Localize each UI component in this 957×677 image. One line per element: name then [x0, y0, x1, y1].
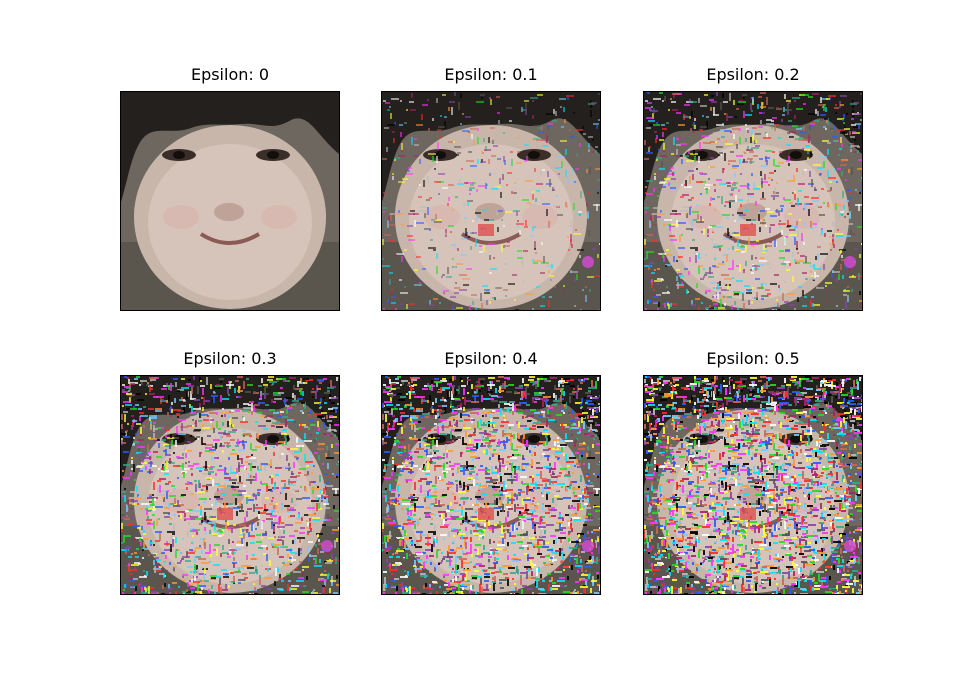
- perturbed-face-image: [643, 91, 863, 311]
- perturbed-face-image-drawing: [382, 92, 600, 310]
- panel-title: Epsilon: 0.5: [643, 349, 863, 369]
- panel-title: Epsilon: 0.2: [643, 65, 863, 85]
- panel-title: Epsilon: 0.4: [381, 349, 601, 369]
- panel-title: Epsilon: 0.3: [120, 349, 340, 369]
- panel-title: Epsilon: 0: [120, 65, 340, 85]
- perturbed-face-image: [643, 375, 863, 595]
- perturbed-face-image: [381, 91, 601, 311]
- perturbed-face-image-drawing: [382, 376, 600, 594]
- perturbed-face-image-drawing: [644, 376, 862, 594]
- face-image-drawing: [121, 92, 339, 310]
- perturbed-face-image-drawing: [644, 92, 862, 310]
- perturbed-face-image: [120, 375, 340, 595]
- perturbed-face-image-drawing: [121, 376, 339, 594]
- face-image: [120, 91, 340, 311]
- perturbed-face-image: [381, 375, 601, 595]
- panel-title: Epsilon: 0.1: [381, 65, 601, 85]
